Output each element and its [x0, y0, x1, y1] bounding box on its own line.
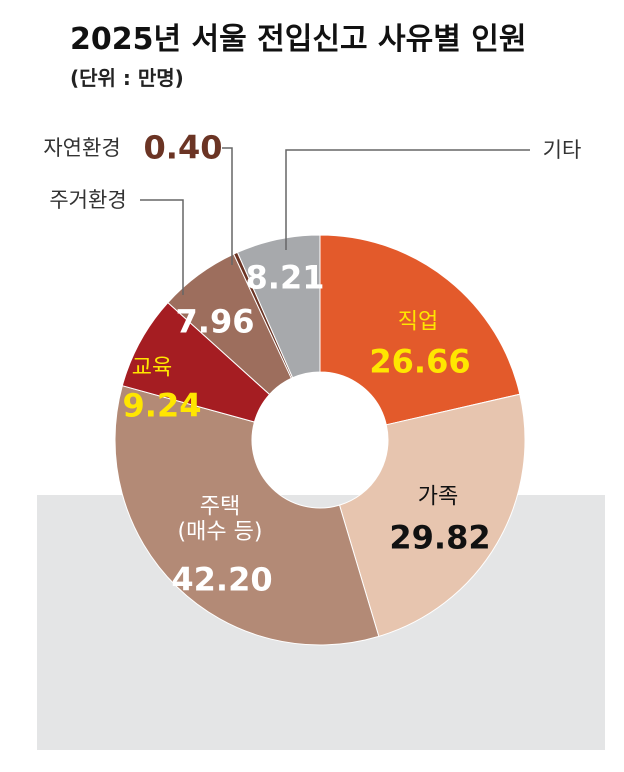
slice: [114, 385, 380, 646]
chart-subtitle: (단위 : 만명): [70, 66, 184, 90]
leader-lines: [140, 147, 530, 295]
category-label: 직업: [397, 309, 439, 335]
leader-line: [222, 147, 233, 265]
category-label: 기타: [542, 137, 582, 162]
leader-line: [285, 149, 530, 250]
value-label: 8.21: [245, 258, 325, 297]
value-label: 7.96: [175, 302, 255, 341]
value-label: 0.40: [143, 128, 223, 167]
category-label: 주거환경: [49, 187, 127, 212]
value-label: 29.82: [389, 518, 491, 557]
chart-title: 2025년 서울 전입신고 사유별 인원: [70, 22, 527, 57]
slice: [236, 234, 321, 379]
slice: [338, 393, 526, 638]
value-label: 42.20: [171, 560, 273, 599]
category-label: 교육: [131, 355, 173, 381]
category-label: 가족: [417, 484, 459, 510]
value-label: 26.66: [369, 342, 471, 381]
value-label: 9.24: [122, 386, 202, 425]
category-label: 자연환경: [43, 135, 121, 160]
slice: [319, 234, 521, 426]
leader-line: [140, 199, 184, 295]
category-label: 주택 (매수 등): [177, 494, 263, 545]
